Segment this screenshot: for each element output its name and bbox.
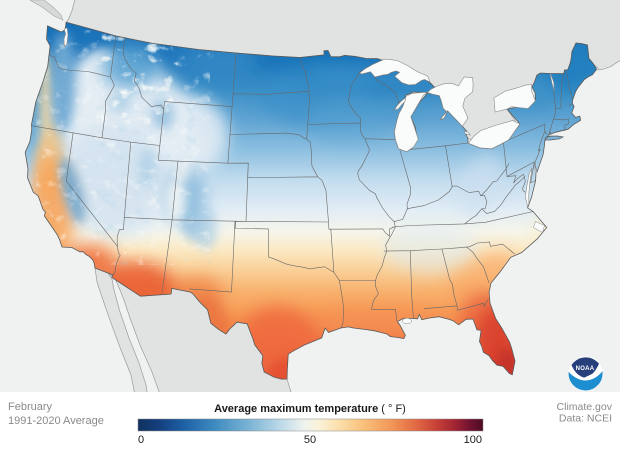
svg-text:50: 50 [304,434,316,446]
svg-text:100: 100 [464,434,482,446]
svg-text:NOAA: NOAA [576,366,595,372]
svg-text:February: February [8,401,53,413]
svg-text:Climate.gov: Climate.gov [557,401,613,413]
svg-text:1991-2020 Average: 1991-2020 Average [8,415,104,427]
svg-text:0: 0 [138,434,144,446]
svg-text:Data: NCEI: Data: NCEI [559,413,612,425]
svg-text:Average maximum temperature (: Average maximum temperature ( ° F) [214,403,406,415]
